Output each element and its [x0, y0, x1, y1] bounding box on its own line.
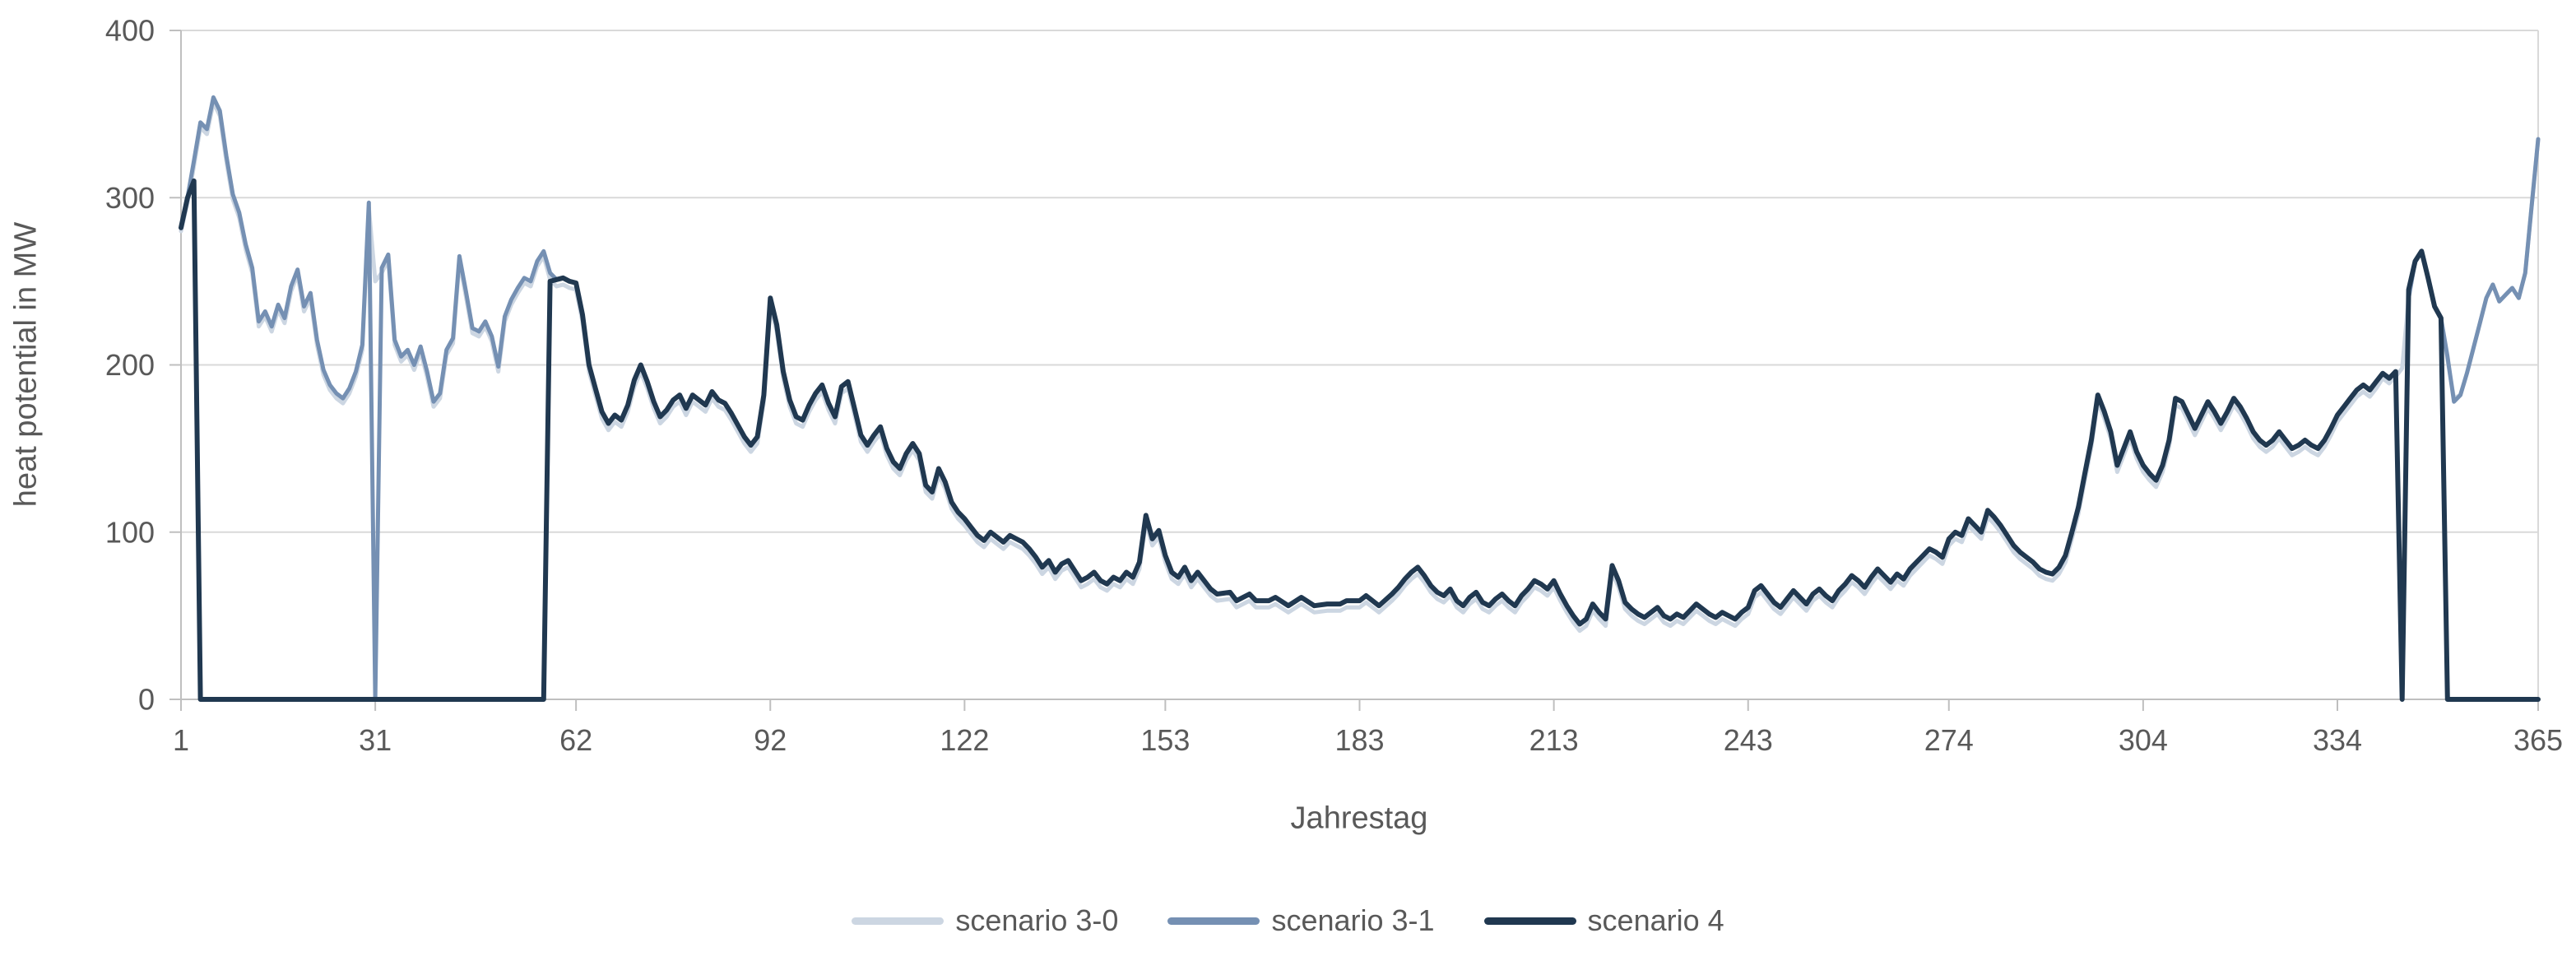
x-tick-label: 334 [2313, 723, 2362, 757]
legend-item-scenario-3-0[interactable]: scenario 3-0 [852, 903, 1118, 938]
x-tick-label: 62 [559, 723, 592, 757]
legend-label: scenario 3-1 [1271, 903, 1435, 937]
x-axis-title: Jahrestag [1290, 801, 1428, 836]
y-tick-label: 100 [105, 515, 155, 549]
y-axis-title: heat potential in MW [8, 221, 44, 508]
x-tick-label: 1 [173, 723, 189, 757]
x-tick-label: 243 [1724, 723, 1773, 757]
legend-label: scenario 3-0 [955, 903, 1119, 937]
x-tick-label: 122 [940, 723, 989, 757]
legend-swatch-scenario-4 [1483, 917, 1576, 925]
series-line-scenario-4 [179, 178, 2541, 702]
x-tick-label: 183 [1334, 723, 1384, 757]
y-tick-label: 200 [105, 348, 155, 382]
x-tick-label: 274 [1924, 723, 1974, 757]
y-tick-label: 0 [138, 683, 155, 717]
series-line-scenario-3-0 [179, 100, 2541, 634]
legend-swatch-scenario-3-1 [1167, 917, 1260, 925]
legend-swatch-scenario-3-0 [852, 917, 945, 925]
legend: scenario 3-0 scenario 3-1 scenario 4 [0, 903, 2576, 938]
x-tick-label: 304 [2119, 723, 2168, 757]
x-tick-label: 365 [2513, 723, 2563, 757]
x-tick-label: 153 [1140, 723, 1190, 757]
y-tick-label: 300 [105, 181, 155, 215]
legend-item-scenario-3-1[interactable]: scenario 3-1 [1167, 903, 1435, 938]
y-tick-label: 400 [105, 14, 155, 48]
x-tick-label: 92 [754, 723, 787, 757]
legend-label: scenario 4 [1587, 903, 1724, 937]
x-tick-label: 213 [1529, 723, 1579, 757]
x-tick-label: 31 [359, 723, 392, 757]
legend-item-scenario-4[interactable]: scenario 4 [1483, 903, 1724, 938]
